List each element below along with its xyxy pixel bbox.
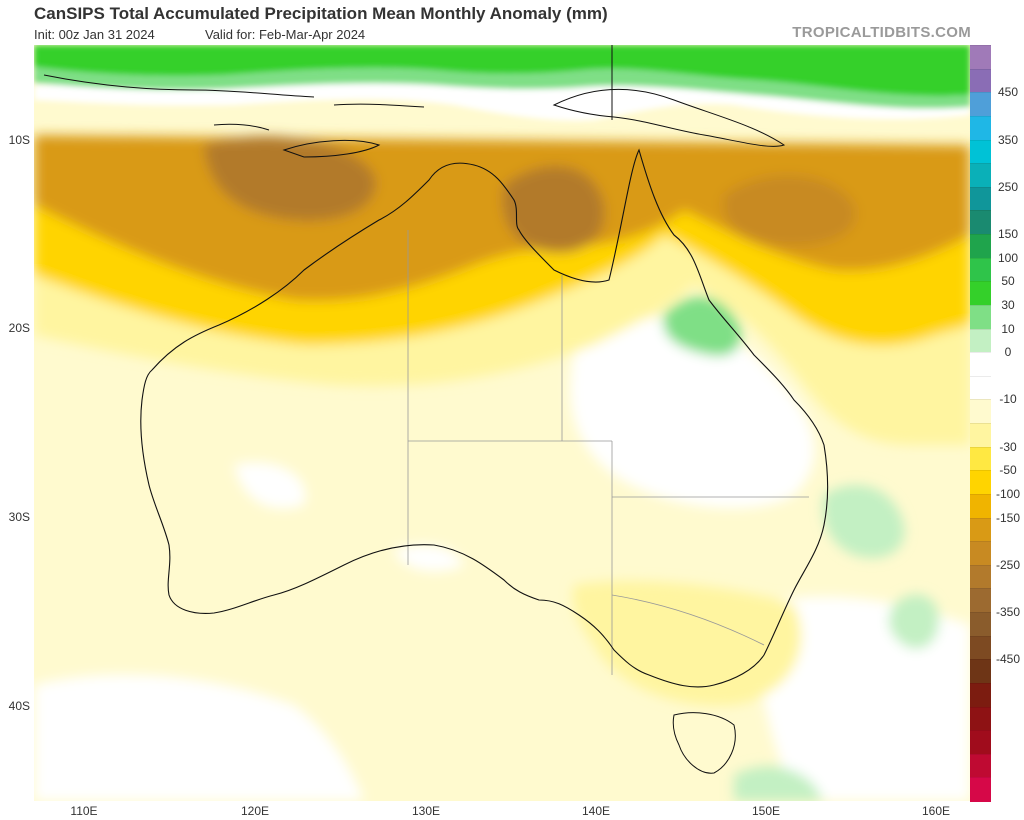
colorbar bbox=[970, 45, 991, 802]
colorbar-segment bbox=[970, 234, 991, 259]
colorbar-segment bbox=[970, 423, 991, 448]
anomaly-zone-positive-nz bbox=[888, 594, 939, 649]
precipitation-anomaly-map bbox=[34, 45, 970, 801]
colorbar-label: -150 bbox=[995, 510, 1021, 525]
anomaly-zone-positive-queensland bbox=[663, 296, 741, 356]
colorbar-segment bbox=[970, 541, 991, 566]
colorbar-segment bbox=[970, 470, 991, 495]
colorbar-label: -450 bbox=[995, 652, 1021, 667]
brand-watermark: TROPICALTIDBITS.COM bbox=[792, 24, 971, 41]
lon-label-160e: 160E bbox=[921, 804, 951, 818]
colorbar-segment bbox=[970, 612, 991, 637]
lon-label-150e: 150E bbox=[751, 804, 781, 818]
anomaly-zone-wet-north-green bbox=[34, 45, 970, 97]
lat-label-20s: 20S bbox=[8, 321, 30, 335]
colorbar-segment bbox=[970, 45, 991, 70]
colorbar-label: -350 bbox=[995, 605, 1021, 619]
colorbar-segment bbox=[970, 281, 991, 306]
colorbar-segment bbox=[970, 399, 991, 424]
colorbar-label: 250 bbox=[997, 179, 1019, 194]
colorbar-segment bbox=[970, 588, 991, 613]
anomaly-zone-neutral-bight bbox=[394, 545, 464, 572]
new-guinea-coastline bbox=[552, 88, 786, 147]
colorbar-segment bbox=[970, 777, 991, 802]
colorbar-label: 150 bbox=[997, 227, 1019, 241]
lon-label-120e: 120E bbox=[240, 804, 270, 818]
anomaly-zone-minus100-150-coral bbox=[723, 175, 856, 246]
anomaly-zone-neutral-west bbox=[234, 462, 306, 509]
valid-period: Valid for: Feb-Mar-Apr 2024 bbox=[205, 27, 366, 42]
colorbar-label: 450 bbox=[997, 85, 1019, 100]
colorbar-segment bbox=[970, 163, 991, 188]
colorbar-segment bbox=[970, 635, 991, 660]
colorbar-segment bbox=[970, 493, 991, 518]
lon-label-130e: 130E bbox=[411, 804, 441, 818]
anomaly-zone-minus10-30-southeast bbox=[572, 581, 802, 706]
colorbar-label: 50 bbox=[1001, 274, 1015, 289]
anomaly-zone-neutral-east bbox=[570, 318, 815, 509]
lat-label-10s: 10S bbox=[8, 133, 30, 147]
anomaly-zone-minus100-150-timor bbox=[204, 136, 376, 221]
colorbar-label: 350 bbox=[997, 132, 1019, 147]
colorbar-segment bbox=[970, 210, 991, 235]
colorbar-segment bbox=[970, 139, 991, 164]
colorbar-segment bbox=[970, 517, 991, 542]
indonesia-islands bbox=[43, 74, 425, 131]
colorbar-label: -10 bbox=[999, 392, 1017, 407]
colorbar-label: -30 bbox=[999, 439, 1017, 454]
anomaly-zone-positive-south bbox=[734, 766, 824, 801]
colorbar-segment bbox=[970, 68, 991, 93]
colorbar-segment bbox=[970, 375, 991, 400]
map-title: CanSIPS Total Accumulated Precipitation … bbox=[34, 4, 608, 23]
colorbar-label: -100 bbox=[995, 486, 1021, 501]
colorbar-segment bbox=[970, 706, 991, 731]
timor-coastline bbox=[282, 139, 381, 158]
lon-label-110e: 110E bbox=[70, 804, 98, 818]
australia-coastline bbox=[140, 148, 829, 688]
colorbar-label: -250 bbox=[995, 557, 1021, 572]
colorbar-segment bbox=[970, 564, 991, 589]
colorbar-segment bbox=[970, 352, 991, 377]
map-svg bbox=[34, 45, 970, 801]
colorbar-label: 10 bbox=[1001, 321, 1015, 336]
colorbar-label: -50 bbox=[999, 463, 1017, 478]
colorbar-segment bbox=[970, 257, 991, 282]
colorbar-segment bbox=[970, 730, 991, 755]
anomaly-zone-neutral-southwest bbox=[34, 674, 364, 801]
lon-label-140e: 140E bbox=[581, 804, 611, 818]
colorbar-segment bbox=[970, 753, 991, 778]
colorbar-segment bbox=[970, 186, 991, 211]
state-border-nsw-vic bbox=[611, 594, 765, 646]
colorbar-label: 0 bbox=[1004, 345, 1012, 360]
colorbar-segment bbox=[970, 115, 991, 140]
init-time: Init: 00z Jan 31 2024 bbox=[34, 27, 155, 42]
colorbar-segment bbox=[970, 659, 991, 684]
anomaly-zone-wet-north-light bbox=[34, 67, 970, 109]
tasmania-coastline bbox=[672, 712, 736, 774]
anomaly-zone-minus100-150-gulf bbox=[502, 166, 605, 253]
lat-label-30s: 30S bbox=[8, 510, 30, 524]
colorbar-label: 30 bbox=[1001, 297, 1015, 312]
colorbar-segment bbox=[970, 446, 991, 471]
lat-label-40s: 40S bbox=[8, 699, 30, 713]
colorbar-segment bbox=[970, 328, 991, 353]
colorbar-segment bbox=[970, 682, 991, 707]
colorbar-segment bbox=[970, 92, 991, 117]
colorbar-segment bbox=[970, 304, 991, 329]
anomaly-zone-positive-tasman bbox=[822, 485, 905, 559]
colorbar-label: 100 bbox=[997, 250, 1019, 265]
